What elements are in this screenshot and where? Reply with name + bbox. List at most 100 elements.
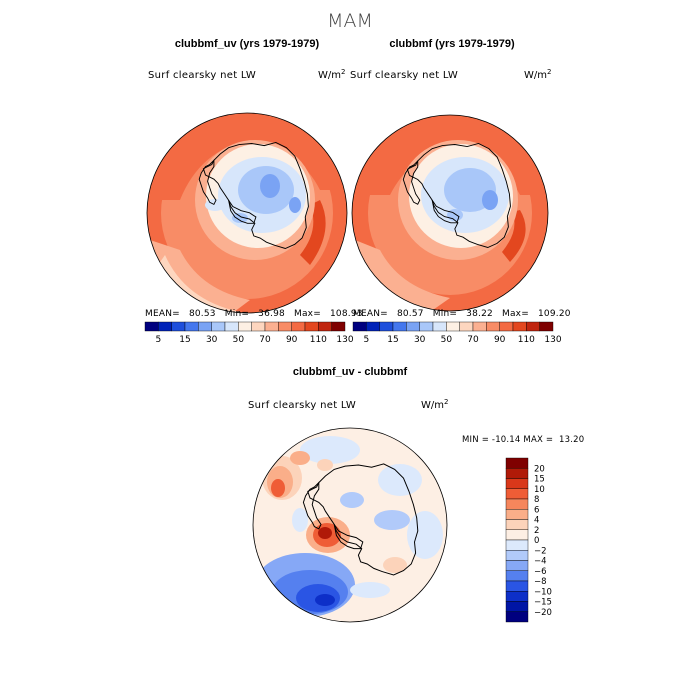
chart-title: MAM — [327, 10, 373, 32]
panel-c-colorbar-swatch-15 — [505, 611, 529, 623]
panel-b-colorbar-swatch-2 — [379, 321, 394, 332]
panel-c-tick-label: −6 — [534, 567, 547, 577]
panel-c-colorbar-swatch-4 — [505, 498, 529, 510]
panel-b-colorbar-tick-label: 5 — [363, 335, 369, 345]
panel-b-colorbar-swatch-13 — [526, 321, 540, 332]
panel-a-colorbar-swatch-4 — [198, 321, 212, 332]
panel-a-colorbar: 5 15 30 50 70 90 110 130 — [144, 321, 354, 345]
panel-a-colorbar-swatch-10 — [278, 321, 292, 332]
panel-c-tick-label: 15 — [534, 475, 545, 485]
panel-c-colorbar-swatch-3 — [505, 488, 529, 500]
panel-c-frame — [252, 427, 448, 623]
panel-a-colorbar-tick-label: 130 — [336, 335, 353, 345]
panel-c-colorbar-swatch-13 — [505, 591, 529, 602]
panel-a-frame — [146, 112, 348, 314]
panel-c-colorbar-swatch-9 — [505, 550, 529, 561]
panel-c-minmax: MIN = -10.14 MAX = 13.20 — [462, 435, 584, 445]
panel-a-colorbar-swatch-5 — [211, 321, 226, 332]
panel-b-frame — [351, 114, 549, 312]
panel-b-colorbar-swatch-1 — [366, 321, 380, 332]
panel-c-colorbar-swatch-14 — [505, 601, 529, 612]
panel-a-colorbar-swatch-9 — [264, 321, 279, 332]
panel-a-colorbar-swatch-11 — [291, 321, 306, 332]
panel-a-colorbar-swatch-8 — [251, 321, 266, 332]
panel-a-colorbar-tick-label: 50 — [233, 335, 245, 345]
panel-b-variable: Surf clearsky net LW — [350, 70, 458, 81]
panel-c-colorbar-swatch-11 — [505, 570, 529, 582]
panel-c-colorbar-swatch-8 — [505, 539, 529, 551]
panel-c-tick-label: 2 — [534, 526, 539, 536]
panel-c-colorbar-swatch-0 — [505, 457, 529, 469]
panel-b-map — [352, 115, 548, 311]
panel-b-colorbar-swatch-11 — [499, 321, 514, 332]
panel-b-colorbar-swatch-10 — [486, 321, 500, 332]
panel-c-colorbar-swatch-7 — [505, 529, 529, 541]
panel-c-tick-label: −4 — [534, 557, 547, 567]
panel-c-units: W/m2 — [421, 398, 448, 411]
panel-b-colorbar-tick-label: 15 — [387, 335, 398, 345]
panel-b-colorbar: 5 15 30 50 70 90 110 130 — [352, 321, 562, 345]
panel-c-tick-label: 4 — [534, 516, 539, 526]
panel-c-colorbar-swatch-12 — [505, 580, 529, 592]
panel-a-colorbar-swatch-13 — [318, 321, 332, 332]
panel-b-colorbar-tick-label: 50 — [441, 335, 453, 345]
panel-b-colorbar-swatch-6 — [432, 321, 447, 332]
panel-b-colorbar-swatch-8 — [459, 321, 474, 332]
panel-c-colorbar-swatch-6 — [505, 519, 529, 530]
panel-a-colorbar-tick-label: 5 — [155, 335, 161, 345]
panel-b-colorbar-tick-label: 30 — [414, 335, 426, 345]
panel-a-colorbar-tick-label: 90 — [286, 335, 298, 345]
panel-a-colorbar-tick-label: 70 — [259, 335, 271, 345]
panel-clubbmf-uv: clubbmf_uv (yrs 1979-1979) Surf clearsky… — [144, 38, 363, 345]
panel-difference: clubbmf_uv - clubbmf Surf clearsky net L… — [248, 366, 584, 623]
panel-a-map — [147, 113, 347, 313]
panel-a-colorbar-swatch-14 — [331, 321, 346, 332]
panel-b-colorbar-swatch-14 — [539, 321, 554, 332]
panel-c-map — [253, 428, 447, 622]
panel-b-colorbar-tick-label: 110 — [518, 335, 535, 345]
panel-c-colorbar-swatch-1 — [505, 468, 529, 479]
panel-a-colorbar-swatch-3 — [184, 321, 199, 332]
panel-b-colorbar-swatch-9 — [472, 321, 487, 332]
panel-b-colorbar-swatch-7 — [446, 321, 460, 332]
panel-c-tick-label: 0 — [534, 536, 539, 546]
panel-c-tick-label: 6 — [534, 505, 539, 515]
panel-c-tick-label: −10 — [534, 587, 552, 597]
panel-c-colorbar-swatch-10 — [505, 560, 529, 571]
panel-c-tick-label: −20 — [534, 608, 552, 618]
panel-b-colorbar-swatch-12 — [512, 321, 527, 332]
panel-a-colorbar-swatch-7 — [238, 321, 252, 332]
panel-c-title: clubbmf_uv - clubbmf — [293, 366, 408, 378]
panel-a-title: clubbmf_uv (yrs 1979-1979) — [175, 38, 320, 50]
panel-c-variable: Surf clearsky net LW — [248, 400, 356, 411]
panel-b-units: W/m2 — [524, 68, 551, 81]
panel-a-variable: Surf clearsky net LW — [148, 70, 256, 81]
panel-c-colorbar-swatch-2 — [505, 478, 529, 489]
panel-b-colorbar-swatch-0 — [352, 321, 367, 332]
panel-b-colorbar-swatch-3 — [392, 321, 407, 332]
panel-c-tick-label: −8 — [534, 577, 547, 587]
panel-a-colorbar-swatch-1 — [158, 321, 172, 332]
panel-a-units: W/m2 — [318, 68, 345, 81]
panel-c-colorbar-swatch-5 — [505, 509, 529, 520]
panel-a-colorbar-tick-label: 30 — [206, 335, 218, 345]
panel-a-colorbar-swatch-6 — [224, 321, 239, 332]
panel-a-stats: MEAN= 80.53 Min= 36.98 Max= 108.93 — [145, 309, 363, 319]
panel-c-tick-label: −2 — [534, 546, 547, 556]
panel-clubbmf: clubbmf (yrs 1979-1979) Surf clearsky ne… — [350, 38, 571, 345]
panel-a-colorbar-swatch-0 — [144, 321, 159, 332]
panel-b-colorbar-swatch-5 — [419, 321, 434, 332]
panel-c-tick-label: −15 — [534, 598, 552, 608]
panel-a-colorbar-tick-label: 15 — [179, 335, 190, 345]
panel-b-colorbar-tick-label: 130 — [544, 335, 561, 345]
panel-b-colorbar-swatch-4 — [406, 321, 420, 332]
panel-c-tick-label: 8 — [534, 495, 539, 505]
panel-a-colorbar-swatch-2 — [171, 321, 186, 332]
panel-c-tick-label: 10 — [534, 485, 545, 495]
panel-c-tick-label: 20 — [534, 464, 545, 474]
panel-b-title: clubbmf (yrs 1979-1979) — [389, 38, 515, 50]
panel-b-colorbar-tick-label: 70 — [467, 335, 479, 345]
panel-a-colorbar-tick-label: 110 — [310, 335, 327, 345]
